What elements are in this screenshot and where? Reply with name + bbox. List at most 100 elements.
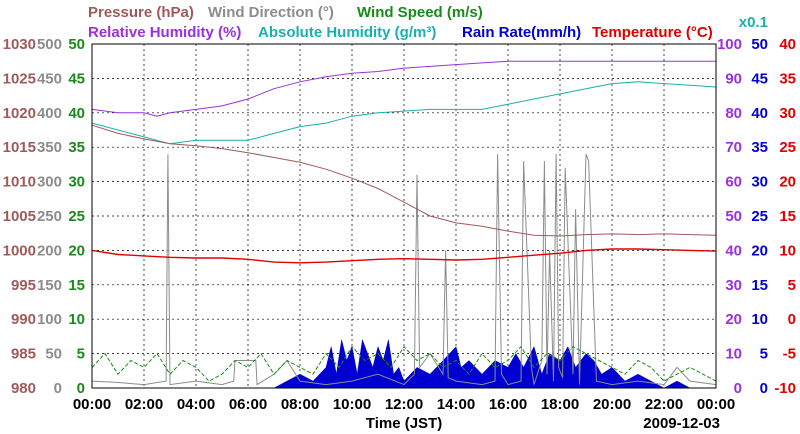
date-label: 2009-12-03 — [643, 415, 720, 432]
x-tick-label: 02:00 — [125, 396, 163, 413]
pressure-tick-label: 1010 — [3, 174, 36, 191]
line-series — [91, 60, 717, 386]
pressure-tick-label: 1015 — [3, 139, 36, 156]
x-tick-label: 04:00 — [177, 396, 215, 413]
wind-speed-tick-label: 25 — [68, 208, 85, 225]
x-tick-label: 12:00 — [385, 396, 423, 413]
legend-wind-direction: Wind Direction (°) — [208, 4, 334, 21]
rain-rate-tick-label: 5 — [760, 346, 768, 363]
relative-humidity-tick-label: 20 — [725, 311, 742, 328]
legend-wind-speed: Wind Speed (m/s) — [357, 4, 483, 21]
wind-direction-tick-label: 100 — [37, 311, 62, 328]
legend-pressure: Pressure (hPa) — [88, 4, 194, 21]
temperature-tick-label: 10 — [779, 242, 796, 259]
legend-relative-humidity: Relative Humidity (%) — [88, 24, 241, 41]
wind-direction-tick-label: 400 — [37, 105, 62, 122]
rain-rate-tick-label: 45 — [751, 70, 768, 87]
grid — [92, 44, 716, 388]
legend-rain-rate: Rain Rate(mm/h) — [462, 24, 581, 41]
x-tick-label: 00:00 — [73, 396, 111, 413]
rain-rate-tick-label: 0 — [760, 380, 768, 397]
relative-humidity-tick-label: 70 — [725, 139, 742, 156]
multiplier-label: x0.1 — [739, 14, 768, 31]
rain-rate-tick-label: 40 — [751, 105, 768, 122]
absolute-humidity-line — [91, 81, 717, 145]
x-tick-label: 16:00 — [489, 396, 527, 413]
wind-direction-line — [91, 153, 717, 386]
temperature-line — [91, 248, 717, 264]
wind-speed-tick-label: 40 — [68, 105, 85, 122]
relative-humidity-tick-label: 40 — [725, 242, 742, 259]
wind-speed-tick-label: 30 — [68, 174, 85, 191]
rain-rate-tick-label: 10 — [751, 311, 768, 328]
rain-rate-tick-label: 30 — [751, 174, 768, 191]
wind-speed-line — [91, 345, 717, 382]
rain-rate-tick-label: 15 — [751, 277, 768, 294]
wind-speed-tick-label: 45 — [68, 70, 85, 87]
pressure-tick-label: 1030 — [3, 36, 36, 53]
rain-rate-tick-label: 50 — [751, 36, 768, 53]
temperature-tick-label: 5 — [788, 277, 796, 294]
temperature-tick-label: -5 — [783, 346, 796, 363]
temperature-tick-label: 15 — [779, 208, 796, 225]
x-tick-label: 20:00 — [593, 396, 631, 413]
relative-humidity-tick-label: 100 — [717, 36, 742, 53]
wind-speed-tick-label: 0 — [77, 380, 85, 397]
x-tick-label: 08:00 — [281, 396, 319, 413]
x-axis-title: Time (JST) — [366, 415, 442, 432]
rain-rate-tick-label: 35 — [751, 139, 768, 156]
relative-humidity-tick-label: 60 — [725, 174, 742, 191]
wind-speed-tick-label: 35 — [68, 139, 85, 156]
wind-direction-tick-label: 150 — [37, 277, 62, 294]
pressure-tick-label: 985 — [11, 346, 36, 363]
x-tick-label: 18:00 — [541, 396, 579, 413]
wind-direction-tick-label: 350 — [37, 139, 62, 156]
wind-direction-tick-label: 500 — [37, 36, 62, 53]
temperature-tick-label: 0 — [788, 311, 796, 328]
x-tick-label: 00:00 — [697, 396, 735, 413]
plot-frame — [91, 43, 717, 389]
wind-direction-tick-label: 300 — [37, 174, 62, 191]
relative-humidity-tick-label: 50 — [725, 208, 742, 225]
legend: Pressure (hPa) Wind Direction (°) Wind Spe… — [88, 4, 768, 41]
x-tick-label: 14:00 — [437, 396, 475, 413]
wind-direction-tick-label: 0 — [54, 380, 62, 397]
relative-humidity-tick-label: 90 — [725, 70, 742, 87]
relative-humidity-tick-label: 0 — [734, 380, 742, 397]
pressure-tick-label: 995 — [11, 277, 36, 294]
pressure-tick-label: 990 — [11, 311, 36, 328]
pressure-tick-label: 1020 — [3, 105, 36, 122]
pressure-tick-label: 1025 — [3, 70, 36, 87]
temperature-tick-label: -10 — [774, 380, 796, 397]
wind-speed-tick-label: 10 — [68, 311, 85, 328]
relative-humidity-line — [91, 60, 716, 117]
temperature-tick-label: 35 — [779, 70, 796, 87]
wind-direction-tick-label: 250 — [37, 208, 62, 225]
pressure-tick-label: 980 — [11, 380, 36, 397]
rain-rate-tick-label: 20 — [751, 242, 768, 259]
wind-speed-tick-label: 20 — [68, 242, 85, 259]
relative-humidity-tick-label: 80 — [725, 105, 742, 122]
x-tick-label: 10:00 — [333, 396, 371, 413]
temperature-tick-label: 25 — [779, 139, 796, 156]
pressure-line — [91, 124, 717, 237]
rain-rate-tick-label: 25 — [751, 208, 768, 225]
temperature-tick-label: 20 — [779, 174, 796, 191]
legend-absolute-humidity: Absolute Humidity (g/m³) — [258, 24, 436, 41]
wind-direction-tick-label: 50 — [45, 346, 62, 363]
wind-speed-tick-label: 50 — [68, 36, 85, 53]
pressure-tick-label: 1005 — [3, 208, 36, 225]
x-tick-label: 22:00 — [645, 396, 683, 413]
legend-temperature: Temperature (°C) — [592, 24, 713, 41]
temperature-tick-label: 30 — [779, 105, 796, 122]
wind-speed-tick-label: 5 — [77, 346, 85, 363]
relative-humidity-tick-label: 30 — [725, 277, 742, 294]
temperature-tick-label: 40 — [779, 36, 796, 53]
relative-humidity-tick-label: 10 — [725, 346, 742, 363]
wind-speed-tick-label: 15 — [68, 277, 85, 294]
x-tick-label: 06:00 — [229, 396, 267, 413]
axes: 9809859909951000100510101015102010251030… — [3, 36, 796, 432]
wind-direction-tick-label: 450 — [37, 70, 62, 87]
